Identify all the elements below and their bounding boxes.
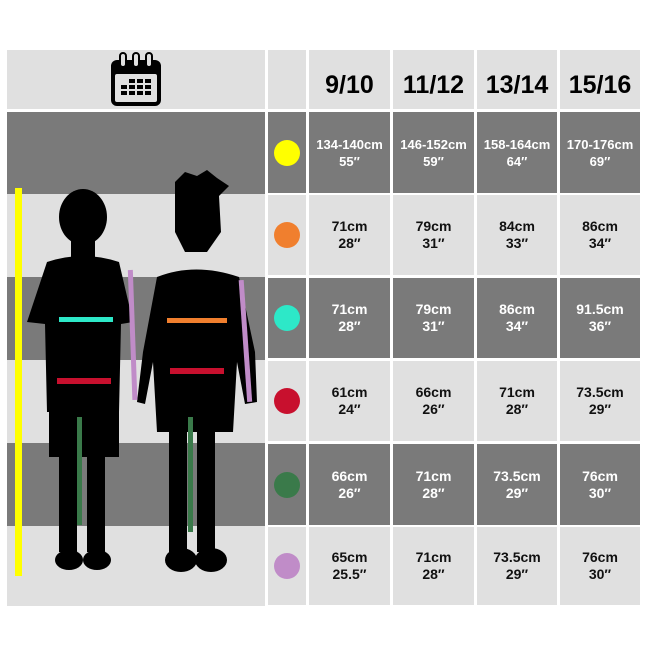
imperial-value: 29″ bbox=[505, 566, 529, 582]
hips-color-dot bbox=[274, 388, 300, 414]
metric-value: 91.5cm bbox=[576, 301, 624, 317]
hips-value-cell: 71cm 28″ bbox=[477, 361, 557, 441]
dot-cell bbox=[268, 527, 306, 605]
imperial-value: 28″ bbox=[338, 318, 361, 334]
arm-color-dot bbox=[274, 553, 300, 579]
metric-value: 73.5cm bbox=[493, 467, 541, 484]
calendar-icon bbox=[111, 51, 161, 106]
imperial-value: 24″ bbox=[338, 401, 361, 417]
dot-cell bbox=[268, 278, 306, 358]
inside-leg-value-cell: 76cm 30″ bbox=[560, 444, 640, 525]
imperial-value: 30″ bbox=[588, 566, 612, 582]
chest-value-cell: 71cm 28″ bbox=[309, 195, 390, 275]
chest-value-cell: 79cm 31″ bbox=[393, 195, 474, 275]
hips-value-cell: 61cm 24″ bbox=[309, 361, 390, 441]
metric-value: 146-152cm bbox=[400, 136, 467, 152]
dot-cell bbox=[268, 444, 306, 525]
measurement-lines bbox=[57, 269, 253, 532]
chest-color-dot bbox=[274, 222, 300, 248]
waist-color-dot bbox=[274, 305, 300, 331]
inside-leg-value-cell: 71cm 28″ bbox=[393, 444, 474, 525]
dot-cell bbox=[268, 112, 306, 193]
height-color-dot bbox=[274, 139, 300, 166]
arm-value-cell: 76cm 30″ bbox=[560, 527, 640, 605]
metric-value: 79cm bbox=[415, 301, 452, 317]
imperial-value: 31″ bbox=[422, 235, 445, 251]
dot-cell bbox=[268, 361, 306, 441]
metric-value: 86cm bbox=[499, 301, 535, 317]
metric-value: 86cm bbox=[582, 218, 618, 234]
size-header-13-14: 13/14 bbox=[477, 50, 557, 109]
imperial-value: 34″ bbox=[505, 318, 529, 334]
imperial-value: 69″ bbox=[589, 153, 611, 169]
metric-value: 73.5cm bbox=[493, 549, 541, 565]
inside-leg-value-cell: 73.5cm 29″ bbox=[477, 444, 557, 525]
imperial-value: 33″ bbox=[505, 235, 529, 251]
imperial-value: 31″ bbox=[422, 318, 445, 334]
imperial-value: 28″ bbox=[422, 484, 445, 501]
imperial-value: 59″ bbox=[423, 153, 444, 169]
height-value-cell: 158-164cm 64″ bbox=[477, 112, 557, 193]
size-header-9-10: 9/10 bbox=[309, 50, 390, 109]
imperial-value: 55″ bbox=[339, 153, 360, 169]
metric-value: 76cm bbox=[582, 467, 618, 484]
inside-leg-color-dot bbox=[274, 471, 300, 498]
chest-value-cell: 86cm 34″ bbox=[560, 195, 640, 275]
height-value-cell: 170-176cm 69″ bbox=[560, 112, 640, 193]
metric-value: 79cm bbox=[415, 218, 452, 234]
metric-value: 158-164cm bbox=[483, 136, 551, 152]
waist-value-cell: 79cm 31″ bbox=[393, 278, 474, 358]
imperial-value: 34″ bbox=[588, 235, 612, 251]
boy-silhouette bbox=[27, 189, 133, 570]
arm-value-cell: 65cm 25.5″ bbox=[309, 527, 390, 605]
imperial-value: 29″ bbox=[505, 484, 529, 501]
metric-value: 71cm bbox=[499, 384, 535, 400]
metric-value: 84cm bbox=[499, 218, 535, 234]
metric-value: 71cm bbox=[331, 218, 368, 234]
dot-header-cell bbox=[268, 50, 306, 109]
arm-value-cell: 71cm 28″ bbox=[393, 527, 474, 605]
metric-value: 65cm bbox=[331, 549, 368, 565]
hips-value-cell: 66cm 26″ bbox=[393, 361, 474, 441]
calendar-header-cell bbox=[7, 50, 265, 109]
inside-leg-value-cell: 66cm 26″ bbox=[309, 444, 390, 525]
size-header-11-12: 11/12 bbox=[393, 50, 474, 109]
imperial-value: 26″ bbox=[422, 401, 445, 417]
metric-value: 61cm bbox=[331, 384, 368, 400]
imperial-value: 29″ bbox=[588, 401, 612, 417]
arm-value-cell: 73.5cm 29″ bbox=[477, 527, 557, 605]
metric-value: 76cm bbox=[582, 549, 618, 565]
metric-value: 73.5cm bbox=[576, 384, 624, 400]
metric-value: 66cm bbox=[331, 467, 368, 484]
waist-value-cell: 71cm 28″ bbox=[309, 278, 390, 358]
metric-value: 71cm bbox=[331, 301, 368, 317]
size-header-15-16: 15/16 bbox=[560, 50, 640, 109]
metric-value: 66cm bbox=[415, 384, 452, 400]
imperial-value: 25.5″ bbox=[332, 566, 367, 582]
girl-silhouette bbox=[137, 170, 257, 572]
dot-cell bbox=[268, 195, 306, 275]
metric-value: 71cm bbox=[415, 467, 452, 484]
imperial-value: 30″ bbox=[588, 484, 612, 501]
metric-value: 134-140cm bbox=[316, 136, 383, 152]
height-value-cell: 134-140cm 55″ bbox=[309, 112, 390, 193]
imperial-value: 26″ bbox=[338, 484, 361, 501]
hips-value-cell: 73.5cm 29″ bbox=[560, 361, 640, 441]
imperial-value: 28″ bbox=[338, 235, 361, 251]
height-indicator-bar bbox=[15, 188, 22, 576]
height-value-cell: 146-152cm 59″ bbox=[393, 112, 474, 193]
imperial-value: 28″ bbox=[505, 401, 529, 417]
metric-value: 71cm bbox=[415, 549, 452, 565]
imperial-value: 64″ bbox=[506, 153, 528, 169]
imperial-value: 36″ bbox=[588, 318, 612, 334]
waist-value-cell: 91.5cm 36″ bbox=[560, 278, 640, 358]
imperial-value: 28″ bbox=[422, 566, 445, 582]
chest-value-cell: 84cm 33″ bbox=[477, 195, 557, 275]
children-illustration bbox=[7, 112, 265, 606]
metric-value: 170-176cm bbox=[566, 136, 634, 152]
waist-value-cell: 86cm 34″ bbox=[477, 278, 557, 358]
